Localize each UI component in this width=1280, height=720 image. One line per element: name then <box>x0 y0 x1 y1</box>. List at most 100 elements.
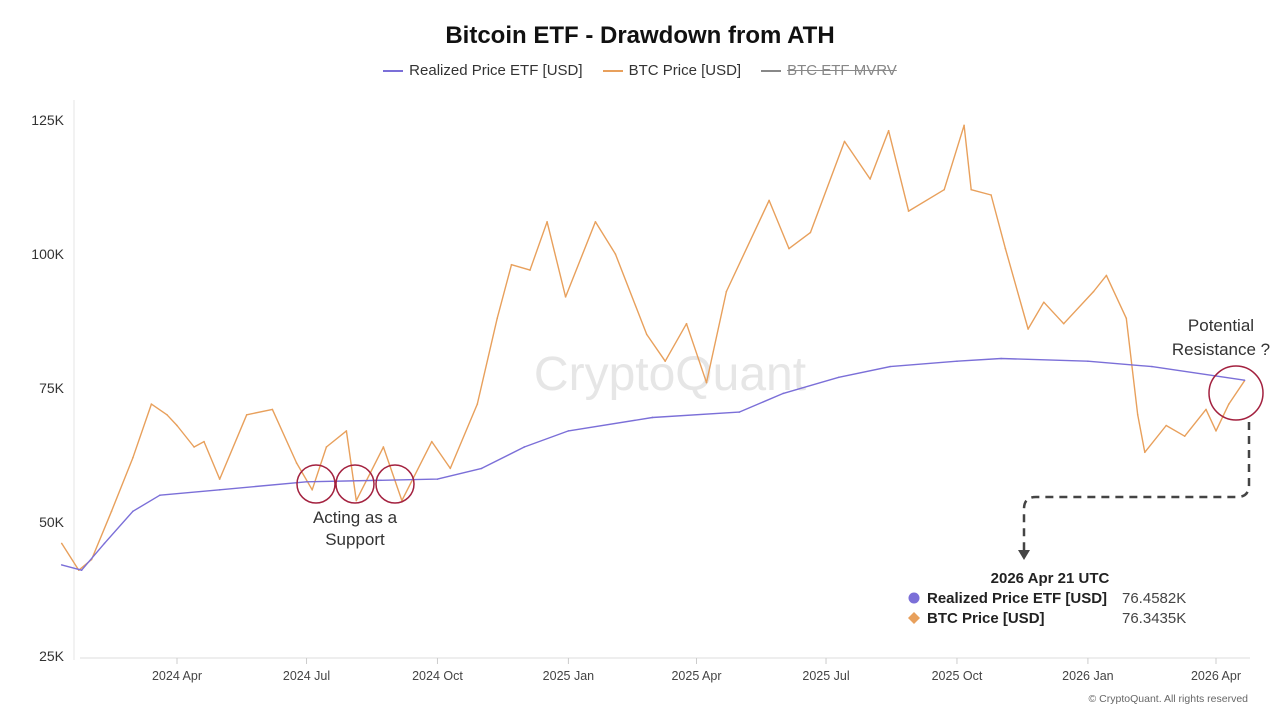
data-point <box>476 403 479 405</box>
data-point <box>355 499 358 502</box>
data-point <box>110 510 113 513</box>
legend-item-realized-price[interactable]: Realized Price ETF [USD] <box>383 62 583 79</box>
data-point <box>546 221 548 223</box>
data-point <box>1165 424 1167 427</box>
data-point <box>1136 414 1139 416</box>
data-point <box>1205 408 1207 411</box>
data-point <box>943 188 945 191</box>
data-point <box>664 360 666 363</box>
tooltip-date: 2026 Apr 21 UTC <box>991 570 1110 587</box>
x-tick-label: 2025 Oct <box>932 669 983 683</box>
x-tick-label: 2024 Jul <box>283 669 330 683</box>
x-tick-label: 2025 Apr <box>671 669 721 683</box>
copyright: © CryptoQuant. All rights reserved <box>1089 693 1249 705</box>
data-point <box>645 333 648 336</box>
data-point <box>1125 317 1128 320</box>
y-tick-label: 50K <box>39 514 65 530</box>
data-point <box>887 129 890 132</box>
btc-diamond-icon <box>908 612 920 624</box>
tooltip-label: BTC Price [USD] <box>927 610 1045 627</box>
data-point <box>166 414 168 416</box>
data-point <box>193 446 195 448</box>
tooltip-label: Realized Price ETF [USD] <box>927 590 1107 607</box>
data-point <box>685 322 688 325</box>
x-tick-label: 2026 Apr <box>1191 669 1241 683</box>
data-point <box>567 430 570 432</box>
data-point <box>725 290 728 293</box>
legend-item-mvrv[interactable]: BTC ETF MVRV <box>761 62 897 79</box>
x-tick-label: 2025 Jan <box>543 669 594 683</box>
legend-item-btc-price[interactable]: BTC Price [USD] <box>602 62 742 79</box>
x-tick-label: 2025 Jul <box>802 669 849 683</box>
data-point <box>245 414 248 416</box>
data-point <box>449 467 452 470</box>
x-tick-label: 2026 Jan <box>1062 669 1113 683</box>
legend-swatch <box>761 69 782 72</box>
data-point <box>382 446 385 448</box>
data-point <box>1092 290 1095 293</box>
support-annotation-line2: Support <box>325 530 385 549</box>
data-point <box>889 365 891 368</box>
legend-label: BTC ETF MVRV <box>787 62 897 79</box>
data-point <box>218 489 221 491</box>
data-point <box>1027 328 1029 330</box>
data-point <box>1004 247 1007 250</box>
legend: Realized Price ETF [USD] BTC Price [USD]… <box>0 62 1280 79</box>
x-tick-label: 2024 Apr <box>152 669 202 683</box>
data-point <box>907 210 910 212</box>
data-point <box>614 253 617 255</box>
data-point <box>1151 365 1153 368</box>
data-point <box>132 456 134 459</box>
data-point <box>788 247 790 250</box>
y-tick-label: 100K <box>31 246 64 262</box>
data-point <box>782 392 785 395</box>
data-point <box>271 408 274 411</box>
x-tick-label: 2024 Oct <box>412 669 463 683</box>
data-point <box>1000 357 1002 360</box>
resistance-annotation-line1: Potential <box>1188 316 1254 335</box>
support-annotation-line1: Acting as a <box>313 508 398 527</box>
legend-label: Realized Price ETF [USD] <box>409 62 583 79</box>
data-point <box>1144 451 1146 454</box>
tooltip: 2026 Apr 21 UTC Realized Price ETF [USD]… <box>908 570 1186 627</box>
legend-label: BTC Price [USD] <box>628 62 742 79</box>
data-point <box>1042 301 1045 304</box>
chart-title: Bitcoin ETF - Drawdown from ATH <box>445 22 835 49</box>
data-point <box>564 296 567 298</box>
data-point <box>809 231 812 234</box>
legend-swatch <box>602 69 623 72</box>
data-point <box>838 376 840 379</box>
data-point <box>1243 379 1246 381</box>
data-point <box>159 494 161 497</box>
watermark: CryptoQuant <box>534 348 806 401</box>
data-point <box>218 478 221 480</box>
data-point <box>738 411 740 413</box>
data-point <box>651 416 654 419</box>
y-tick-label: 25K <box>39 648 65 664</box>
legend-swatch <box>383 69 404 72</box>
resistance-annotation-line2: Resistance ? <box>1172 340 1270 359</box>
arrow-head-icon <box>1018 550 1030 560</box>
data-point <box>150 403 153 405</box>
data-point <box>1215 430 1217 432</box>
data-point <box>325 446 328 448</box>
data-point <box>594 221 597 223</box>
data-point <box>1183 435 1186 438</box>
data-point <box>705 381 708 384</box>
data-point <box>305 481 308 483</box>
data-point <box>132 510 134 513</box>
data-point <box>990 194 992 196</box>
data-point <box>60 542 63 545</box>
data-point <box>1228 403 1230 405</box>
support-circle <box>375 464 415 504</box>
data-point <box>768 199 770 202</box>
data-point <box>523 446 526 448</box>
data-point <box>1062 322 1065 325</box>
data-point <box>430 440 433 443</box>
data-point <box>956 360 958 363</box>
data-point <box>496 317 499 320</box>
realized-dot-icon <box>908 592 920 604</box>
data-point <box>295 462 298 464</box>
support-circle <box>296 464 336 504</box>
